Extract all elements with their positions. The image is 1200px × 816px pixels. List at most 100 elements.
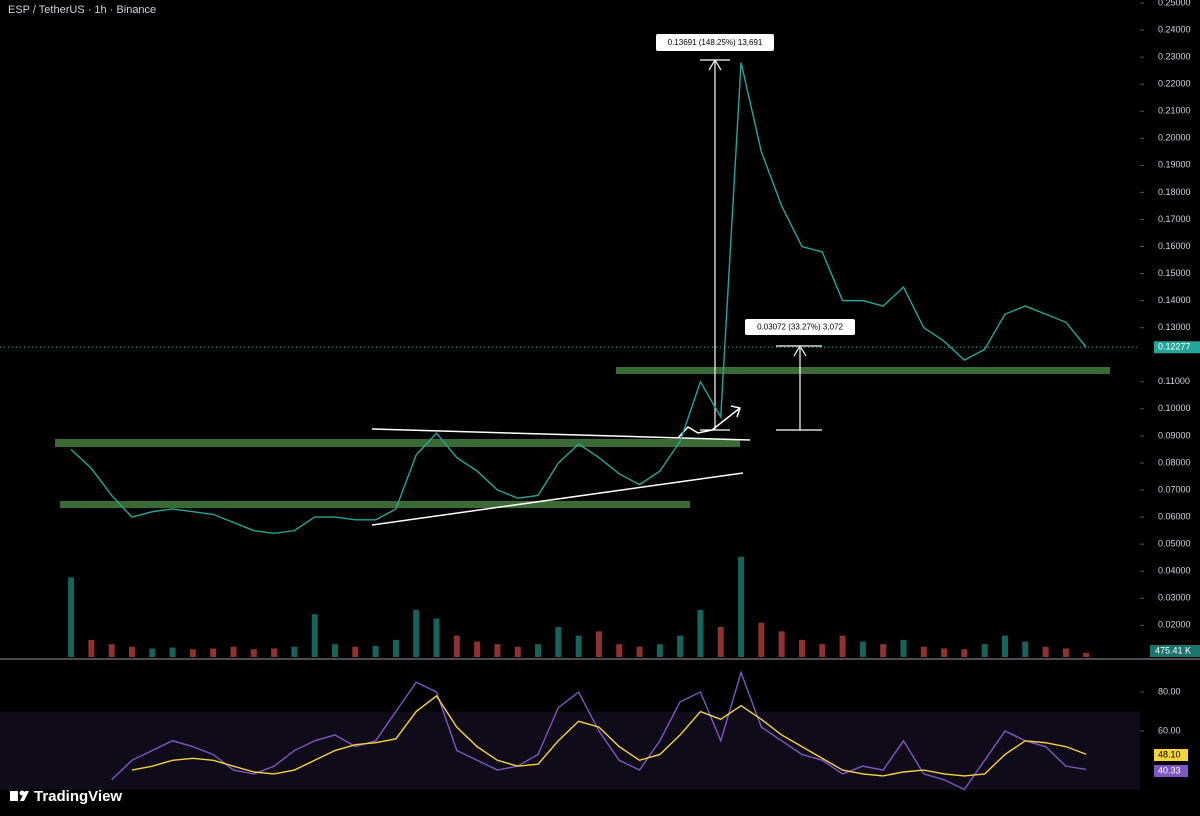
volume-bar — [900, 639, 907, 657]
volume-bar — [941, 648, 948, 657]
brand-name: TradingView — [34, 788, 122, 805]
volume-bar — [189, 649, 196, 657]
volume-bar — [981, 644, 988, 657]
volume-bar — [778, 631, 785, 657]
support-zone — [55, 439, 740, 447]
volume-bar — [880, 644, 887, 657]
support-zone — [616, 367, 1110, 374]
y-tick-label: 0.19000 — [1158, 160, 1191, 170]
price-line — [70, 62, 1087, 535]
measure-label-box — [656, 34, 774, 51]
arrow-head — [730, 405, 741, 418]
y-tick-label: 0.10000 — [1158, 403, 1191, 413]
volume-tag-label: 475.41 K — [1155, 645, 1191, 655]
y-tick-label: 0.13000 — [1158, 322, 1191, 332]
volume-bar — [88, 639, 95, 657]
rsi-line — [131, 694, 1087, 777]
volume-bar — [697, 609, 704, 657]
measure-tool — [700, 58, 822, 431]
y-tick-label: 0.16000 — [1158, 241, 1191, 251]
y-tick-label: 0.25000 — [1158, 0, 1191, 7]
volume-bar — [169, 647, 176, 657]
volume-bar — [717, 627, 724, 657]
y-tick-label: 0.06000 — [1158, 511, 1191, 521]
volume-bar — [758, 622, 765, 657]
volume-bar — [494, 644, 501, 657]
y-tick-label: 0.04000 — [1158, 566, 1191, 576]
y-tick-label: 0.09000 — [1158, 430, 1191, 440]
y-tick-label: 60.00 — [1158, 725, 1181, 735]
volume-bar — [1022, 641, 1029, 657]
volume-bar — [331, 644, 338, 657]
volume-bar — [798, 639, 805, 657]
support-zone — [60, 501, 690, 508]
y-tick-label: 0.24000 — [1158, 24, 1191, 34]
volume-bar — [1083, 652, 1090, 657]
volume-bar — [656, 644, 663, 657]
y-tick-label: 0.20000 — [1158, 133, 1191, 143]
measure-label: 0.13691 (148.25%) 13,691 — [668, 38, 763, 47]
y-tick-label: 0.23000 — [1158, 51, 1191, 61]
volume-bar — [291, 646, 298, 657]
y-tick-label: 0.18000 — [1158, 187, 1191, 197]
volume-bar — [575, 635, 582, 657]
price-tag-label: 0.12277 — [1158, 342, 1191, 352]
volume-tag — [1150, 645, 1200, 657]
volume-bar — [677, 635, 684, 657]
volume-bar — [1042, 646, 1049, 657]
rsi-band — [0, 711, 1140, 790]
volume-bar — [352, 646, 359, 657]
volume-bar — [555, 627, 562, 657]
rsi-ma-tag-label: 48.10 — [1158, 749, 1181, 759]
volume-bar — [128, 646, 135, 657]
volume-bar — [210, 648, 217, 657]
rsi-ma-tag — [1154, 749, 1188, 761]
volume-bar — [250, 649, 257, 657]
y-tick-label: 0.07000 — [1158, 484, 1191, 494]
volume-bar — [311, 614, 318, 657]
volume-bar — [535, 644, 542, 657]
y-tick-label: 0.08000 — [1158, 457, 1191, 467]
volume-bar — [1062, 648, 1069, 657]
volume-bar — [839, 635, 846, 657]
projection-arrow — [677, 407, 741, 439]
brand-logo — [10, 790, 29, 801]
rsi-tag — [1154, 765, 1188, 777]
y-tick-label: 0.15000 — [1158, 268, 1191, 278]
price-tag — [1154, 341, 1200, 354]
volume-bar — [68, 577, 75, 657]
volume-bar — [819, 644, 826, 657]
y-tick-label: 0.17000 — [1158, 214, 1191, 224]
trend-line — [371, 428, 751, 441]
chart-title: ESP / TetherUS · 1h · Binance — [8, 4, 156, 16]
rsi-line — [111, 670, 1087, 791]
volume-bar — [372, 645, 379, 657]
volume-bar — [108, 644, 115, 657]
volume-bar — [149, 648, 156, 657]
volume-bar — [595, 631, 602, 657]
y-tick-label: 0.03000 — [1158, 593, 1191, 603]
y-tick-label: 0.11000 — [1158, 376, 1190, 386]
volume-bar — [1001, 635, 1008, 657]
y-tick-label: 0.22000 — [1158, 79, 1191, 89]
volume-bar — [474, 641, 481, 657]
volume-bar — [636, 646, 643, 657]
y-tick-label: 80.00 — [1158, 686, 1181, 696]
volume-bar — [392, 639, 399, 657]
volume-bar — [920, 646, 927, 657]
volume-bar — [961, 649, 968, 657]
rsi-tag-label: 40.33 — [1158, 765, 1181, 775]
y-tick-label: 0.14000 — [1158, 295, 1191, 305]
volume-bar — [453, 635, 460, 657]
volume-bar — [738, 556, 745, 657]
volume-bar — [859, 641, 866, 657]
volume-bar — [514, 646, 521, 657]
y-tick-label: 0.21000 — [1158, 106, 1191, 116]
volume-bar — [616, 644, 623, 657]
y-tick-label: 0.02000 — [1158, 620, 1191, 630]
volume-bar — [413, 609, 420, 657]
measure-label-box — [745, 319, 855, 335]
trend-line — [371, 472, 744, 526]
